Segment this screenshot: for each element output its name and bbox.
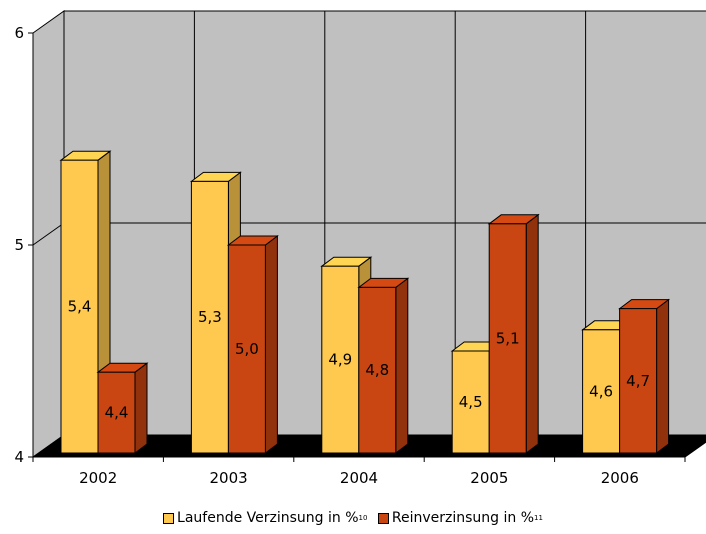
data-label: 4,5 — [459, 393, 483, 411]
bar — [227, 244, 266, 454]
bar — [619, 308, 658, 454]
bar-side — [264, 235, 278, 454]
x-tick-label: 2003 — [210, 469, 248, 487]
data-label: 4,6 — [589, 382, 613, 400]
data-label: 5,4 — [68, 298, 92, 316]
data-label: 4,8 — [365, 361, 389, 379]
bar — [582, 329, 621, 454]
legend: Laufende Verzinsung in % 10 Reinverzinsu… — [0, 510, 706, 528]
legend-footnote-series-2: 11 — [534, 514, 543, 522]
legend-item-series-1: Laufende Verzinsung in % 10 — [163, 510, 367, 526]
bar-side — [525, 213, 539, 454]
y-tick-label: 5 — [14, 236, 24, 254]
x-tick-label: 2005 — [470, 469, 508, 487]
bar — [60, 159, 99, 454]
bar — [190, 180, 229, 454]
data-label: 5,3 — [198, 308, 222, 326]
legend-label-series-1: Laufende Verzinsung in % — [177, 510, 359, 526]
x-tick-label: 2006 — [601, 469, 639, 487]
axes-group: 4 5 6 2002 2003 2004 2005 2006 — [14, 24, 686, 487]
legend-swatch-series-1 — [163, 512, 175, 524]
data-label: 4,9 — [328, 351, 352, 369]
bar-side — [656, 298, 670, 454]
data-label: 5,1 — [496, 329, 520, 347]
bar — [97, 371, 136, 454]
bar-side — [395, 277, 409, 454]
bar — [358, 286, 397, 454]
legend-label-series-2: Reinverzinsung in % — [391, 510, 535, 526]
x-tick-label: 2004 — [340, 469, 378, 487]
x-tick-label: 2002 — [79, 469, 117, 487]
data-label: 4,7 — [626, 372, 650, 390]
data-label: 4,4 — [105, 404, 129, 422]
bars-group: 5,4 4,4 5,3 5,0 4,9 4,8 4,5 5,1 4,6 4,7 — [59, 150, 671, 454]
bar — [488, 223, 527, 454]
bar-side — [134, 362, 148, 454]
y-tick-label: 6 — [14, 24, 24, 42]
legend-swatch-series-2 — [377, 512, 389, 524]
gridline-side — [32, 222, 65, 246]
legend-item-series-2: Reinverzinsung in % 11 — [377, 510, 543, 526]
y-tick-label: 4 — [14, 448, 24, 466]
legend-footnote-series-1: 10 — [358, 514, 368, 522]
bar — [321, 265, 360, 454]
data-label: 5,0 — [235, 340, 259, 358]
